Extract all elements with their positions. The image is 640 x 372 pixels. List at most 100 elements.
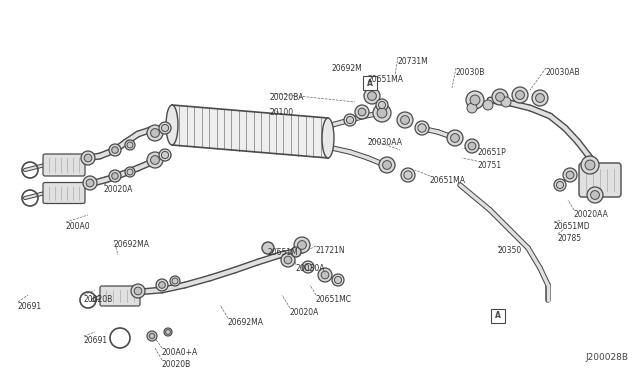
Ellipse shape: [166, 105, 178, 145]
Circle shape: [112, 173, 118, 179]
Circle shape: [147, 125, 163, 141]
Circle shape: [112, 147, 118, 153]
Circle shape: [591, 190, 600, 199]
Circle shape: [556, 182, 564, 189]
Circle shape: [159, 122, 171, 134]
Text: 20020A: 20020A: [290, 308, 319, 317]
Circle shape: [134, 287, 142, 295]
Text: 200A0: 200A0: [66, 222, 91, 231]
Circle shape: [131, 284, 145, 298]
Circle shape: [483, 100, 493, 110]
Circle shape: [164, 328, 172, 336]
Circle shape: [468, 142, 476, 150]
Circle shape: [149, 333, 155, 339]
Circle shape: [367, 92, 376, 100]
Circle shape: [415, 121, 429, 135]
Circle shape: [150, 129, 159, 137]
Text: 20030AB: 20030AB: [546, 68, 580, 77]
Circle shape: [159, 149, 171, 161]
Circle shape: [109, 170, 121, 182]
Circle shape: [512, 87, 528, 103]
Text: 20651P: 20651P: [477, 148, 506, 157]
Text: 20651MC: 20651MC: [316, 295, 352, 304]
Circle shape: [125, 140, 135, 150]
Circle shape: [159, 282, 165, 288]
Circle shape: [501, 97, 511, 107]
Text: 20751: 20751: [477, 161, 501, 170]
Circle shape: [150, 155, 159, 164]
Circle shape: [383, 161, 392, 169]
Circle shape: [355, 105, 369, 119]
Circle shape: [566, 171, 574, 179]
Circle shape: [147, 152, 163, 168]
Text: 20100: 20100: [270, 108, 294, 117]
Circle shape: [404, 171, 412, 179]
Circle shape: [161, 151, 168, 158]
Circle shape: [334, 276, 342, 283]
Text: 20020AA: 20020AA: [574, 210, 609, 219]
Circle shape: [418, 124, 426, 132]
Circle shape: [127, 142, 133, 148]
Text: 20691: 20691: [18, 302, 42, 311]
Text: 20020BA: 20020BA: [270, 93, 305, 102]
Circle shape: [344, 114, 356, 126]
Circle shape: [364, 88, 380, 104]
Circle shape: [291, 247, 301, 257]
Circle shape: [587, 187, 603, 203]
Text: 20030B: 20030B: [456, 68, 485, 77]
Circle shape: [376, 99, 388, 111]
Text: 20692M: 20692M: [332, 64, 363, 73]
Circle shape: [170, 276, 180, 286]
Text: 20651M: 20651M: [268, 248, 299, 257]
Circle shape: [554, 179, 566, 191]
Circle shape: [451, 134, 460, 142]
Text: 20020A: 20020A: [104, 185, 133, 194]
Text: 20030A: 20030A: [295, 264, 324, 273]
Circle shape: [470, 95, 480, 105]
Text: 200A0+A: 200A0+A: [162, 348, 198, 357]
Circle shape: [379, 157, 395, 173]
Circle shape: [447, 130, 463, 146]
Text: 20692MA: 20692MA: [114, 240, 150, 249]
Text: 20020B: 20020B: [84, 295, 113, 304]
Circle shape: [161, 124, 168, 132]
Circle shape: [532, 90, 548, 106]
Text: J200028B: J200028B: [585, 353, 628, 362]
Circle shape: [127, 169, 133, 175]
Circle shape: [466, 91, 484, 109]
FancyBboxPatch shape: [363, 76, 377, 90]
Text: 20350: 20350: [498, 246, 522, 255]
Circle shape: [109, 144, 121, 156]
Circle shape: [373, 104, 391, 122]
Circle shape: [172, 278, 178, 284]
Text: 21721N: 21721N: [316, 246, 346, 255]
Circle shape: [332, 274, 344, 286]
Circle shape: [346, 116, 354, 124]
Circle shape: [262, 242, 274, 254]
Circle shape: [81, 151, 95, 165]
FancyBboxPatch shape: [491, 309, 505, 323]
Circle shape: [305, 263, 312, 270]
Circle shape: [467, 103, 477, 113]
Circle shape: [377, 108, 387, 118]
FancyBboxPatch shape: [43, 183, 85, 203]
Text: 20691: 20691: [84, 336, 108, 345]
Circle shape: [318, 268, 332, 282]
Circle shape: [401, 116, 410, 124]
Circle shape: [585, 160, 595, 170]
Text: A: A: [367, 78, 373, 87]
Circle shape: [302, 261, 314, 273]
Circle shape: [298, 241, 307, 249]
Circle shape: [84, 154, 92, 162]
Circle shape: [147, 331, 157, 341]
Circle shape: [516, 91, 524, 99]
Text: 20020B: 20020B: [162, 360, 191, 369]
Text: 20785: 20785: [558, 234, 582, 243]
Circle shape: [465, 139, 479, 153]
FancyBboxPatch shape: [100, 286, 140, 306]
Circle shape: [492, 89, 508, 105]
Polygon shape: [172, 105, 328, 158]
Circle shape: [321, 271, 329, 279]
Circle shape: [581, 156, 599, 174]
Circle shape: [378, 102, 385, 109]
